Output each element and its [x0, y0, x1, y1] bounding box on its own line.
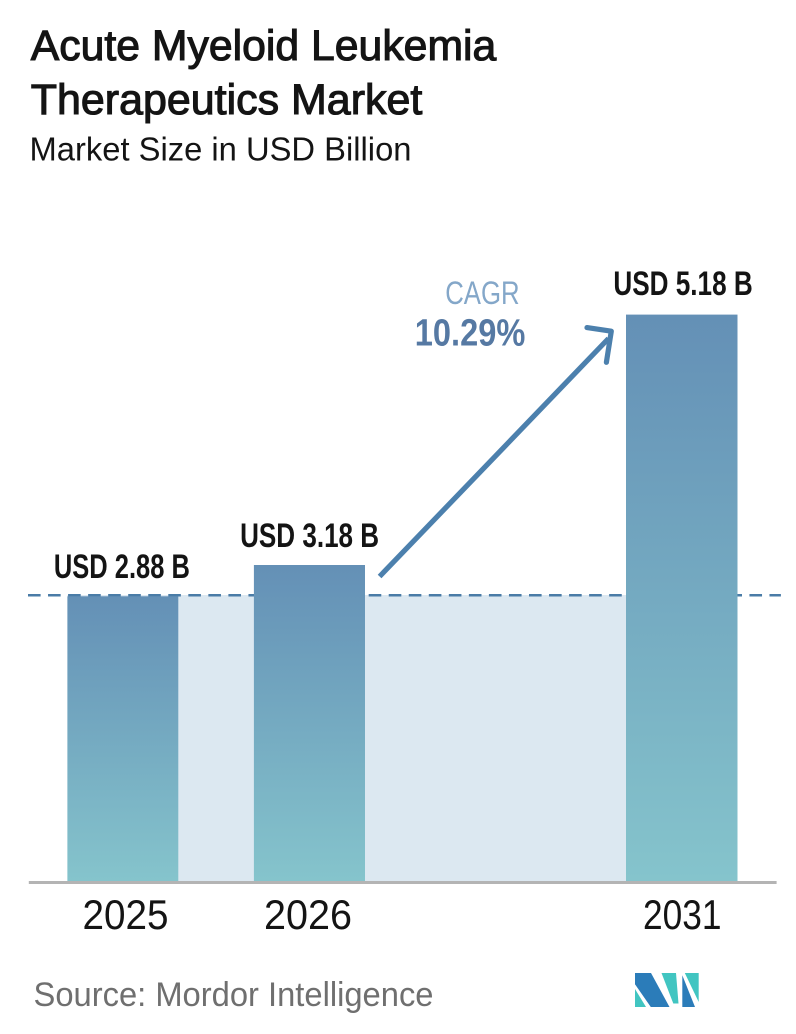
svg-text:Therapeutics Market: Therapeutics Market [31, 76, 423, 124]
svg-text:Source: Mordor Intelligence: Source: Mordor Intelligence [34, 976, 434, 1014]
svg-text:USD 2.88 B: USD 2.88 B [54, 548, 190, 586]
svg-text:2026: 2026 [264, 891, 352, 938]
svg-text:2031: 2031 [643, 891, 722, 938]
svg-text:Market Size in USD Billion: Market Size in USD Billion [30, 131, 412, 168]
svg-text:USD 5.18 B: USD 5.18 B [613, 265, 752, 303]
svg-text:USD 3.18 B: USD 3.18 B [240, 517, 379, 555]
svg-text:2025: 2025 [83, 891, 169, 938]
svg-text:CAGR: CAGR [445, 275, 519, 311]
svg-text:10.29%: 10.29% [415, 312, 526, 354]
svg-text:Acute Myeloid Leukemia: Acute Myeloid Leukemia [31, 22, 497, 70]
